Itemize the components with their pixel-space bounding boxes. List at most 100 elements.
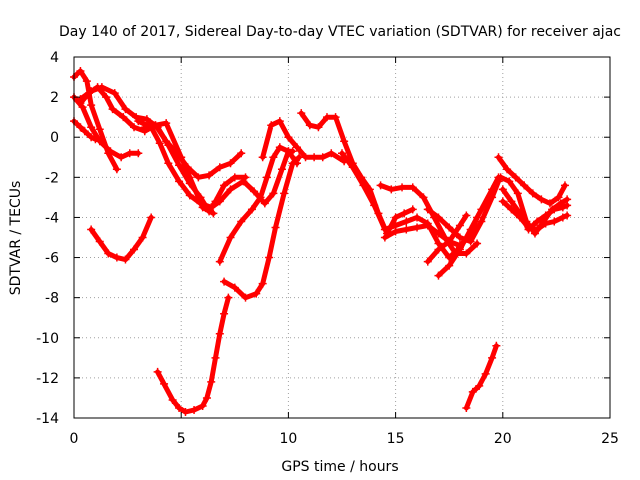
data-point-marker — [387, 185, 396, 194]
data-point-marker — [207, 377, 216, 386]
data-point-marker — [391, 213, 400, 222]
data-point-marker — [498, 185, 507, 194]
series-line-track-8 — [88, 214, 154, 263]
data-point-marker — [434, 229, 443, 238]
data-point-marker — [226, 159, 235, 168]
data-point-marker — [550, 205, 559, 214]
data-point-marker — [211, 353, 220, 362]
data-point-marker — [398, 183, 407, 192]
data-point-marker — [434, 245, 443, 254]
data-point-marker — [473, 239, 482, 248]
data-point-marker — [380, 233, 389, 242]
data-point-marker — [505, 177, 514, 186]
y-tick-label: 2 — [50, 90, 59, 106]
data-point-marker — [121, 105, 130, 114]
data-point-marker — [419, 193, 428, 202]
data-point-marker — [520, 181, 529, 190]
data-point-marker — [541, 219, 550, 228]
data-point-marker — [265, 253, 274, 262]
data-point-marker — [359, 181, 368, 190]
data-point-marker — [168, 395, 177, 404]
data-point-marker — [402, 217, 411, 226]
data-point-marker — [87, 87, 96, 96]
data-point-marker — [267, 121, 276, 130]
data-point-marker — [331, 113, 340, 122]
chart-title: Day 140 of 2017, Sidereal Day-to-day VTE… — [59, 24, 621, 40]
y-tick-label: -14 — [36, 411, 59, 427]
data-point-marker — [370, 201, 379, 210]
data-point-marker — [164, 159, 173, 168]
data-point-marker — [125, 149, 134, 158]
data-point-marker — [220, 277, 229, 286]
data-point-marker — [95, 137, 104, 146]
data-point-marker — [462, 403, 471, 412]
data-point-marker — [110, 89, 119, 98]
data-point-marker — [132, 113, 141, 122]
data-point-marker — [494, 153, 503, 162]
data-point-marker — [434, 271, 443, 280]
data-point-marker — [181, 407, 190, 416]
data-point-marker — [76, 95, 85, 104]
data-point-marker — [503, 165, 512, 174]
data-point-marker — [481, 369, 490, 378]
data-point-marker — [445, 261, 454, 270]
data-point-marker — [76, 67, 85, 76]
data-point-marker — [338, 149, 346, 158]
plot-frame — [73, 56, 611, 419]
data-point-marker — [260, 199, 269, 208]
data-point-marker — [348, 163, 357, 172]
data-point-marker — [95, 237, 104, 246]
data-point-marker — [533, 217, 542, 226]
data-point-marker — [301, 153, 310, 162]
data-point-marker — [280, 189, 289, 198]
data-point-marker — [78, 103, 87, 112]
data-point-marker — [80, 127, 89, 136]
data-point-marker — [134, 149, 143, 158]
data-point-marker — [239, 177, 248, 186]
x-tick-label: 20 — [494, 431, 512, 447]
data-point-marker — [462, 211, 471, 220]
data-point-marker — [226, 185, 235, 194]
data-point-marker — [172, 149, 181, 158]
data-point-marker — [162, 119, 171, 128]
y-tick-label: -6 — [45, 251, 59, 267]
data-point-marker — [87, 123, 96, 132]
data-point-marker — [423, 257, 432, 266]
data-point-marker — [130, 245, 139, 254]
data-point-marker — [119, 113, 128, 122]
data-point-marker — [258, 279, 267, 288]
data-point-marker — [198, 401, 207, 410]
data-point-marker — [95, 125, 104, 134]
data-point-marker — [134, 117, 143, 126]
data-point-marker — [284, 133, 293, 142]
data-point-marker — [247, 205, 256, 214]
data-point-marker — [492, 341, 501, 350]
data-point-marker — [466, 225, 475, 234]
data-point-marker — [226, 233, 235, 242]
data-point-marker — [241, 293, 250, 302]
data-series-group — [70, 67, 572, 416]
data-point-marker — [462, 249, 471, 258]
data-point-marker — [142, 115, 151, 124]
data-point-marker — [97, 83, 106, 92]
data-point-marker — [327, 149, 336, 158]
data-point-marker — [468, 387, 477, 396]
data-point-marker — [130, 123, 139, 132]
data-point-marker — [376, 181, 385, 190]
data-point-marker — [258, 153, 267, 162]
y-tick-label: -12 — [36, 371, 59, 387]
data-point-marker — [507, 197, 516, 206]
data-point-marker — [277, 165, 286, 174]
x-axis-label: GPS time / hours — [281, 459, 398, 475]
data-point-marker — [305, 121, 314, 130]
data-point-marker — [408, 183, 417, 192]
data-point-marker — [558, 203, 567, 212]
data-point-marker — [153, 367, 162, 376]
data-point-marker — [413, 213, 422, 222]
data-point-marker — [533, 225, 542, 234]
data-point-marker — [563, 201, 572, 210]
x-tick-label: 15 — [387, 431, 405, 447]
data-point-marker — [87, 133, 96, 142]
data-point-marker — [91, 135, 100, 144]
data-point-marker — [513, 189, 522, 198]
